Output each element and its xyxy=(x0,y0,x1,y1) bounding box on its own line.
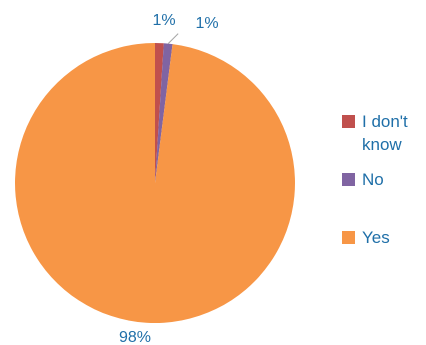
legend-swatch-yes xyxy=(342,231,355,244)
data-label-i-dont-know: 1% xyxy=(152,12,175,29)
pie-slice-no xyxy=(155,43,173,183)
legend-item-yes: Yes xyxy=(342,226,424,249)
legend-swatch-i-dont-know xyxy=(342,115,355,128)
legend-swatch-no xyxy=(342,173,355,186)
pie-slices xyxy=(14,42,295,323)
legend-label-no: No xyxy=(362,170,384,189)
legend-label-i-dont-know: I don't know xyxy=(362,112,408,154)
leader-line xyxy=(167,33,179,44)
legend-label-yes: Yes xyxy=(362,228,390,247)
pie-slice-i-dont-know xyxy=(155,43,164,183)
pie-slice-yes xyxy=(14,42,295,323)
legend-item-no: No xyxy=(342,168,424,226)
legend-item-i-dont-know: I don't know xyxy=(342,110,424,168)
legend: I don't know No Yes xyxy=(342,110,424,249)
data-labels: 1% 1% 98% xyxy=(119,12,219,345)
data-label-no: 1% xyxy=(195,15,218,32)
data-label-yes: 98% xyxy=(119,329,151,345)
